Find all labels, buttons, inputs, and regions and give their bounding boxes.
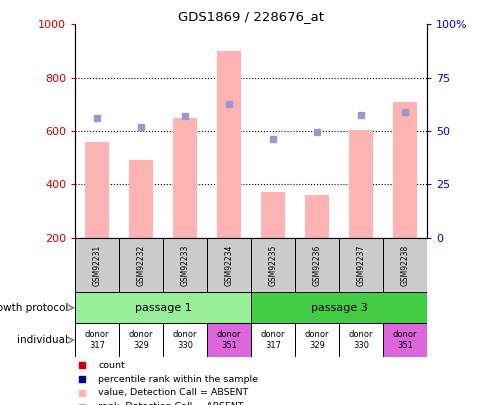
FancyBboxPatch shape [207, 323, 251, 357]
Text: GSM92233: GSM92233 [180, 244, 189, 286]
FancyBboxPatch shape [382, 323, 426, 357]
Text: count: count [98, 361, 124, 370]
FancyBboxPatch shape [251, 323, 294, 357]
Bar [304, 195, 328, 238]
Text: donor
330: donor 330 [172, 330, 197, 350]
Text: donor
330: donor 330 [348, 330, 372, 350]
Text: donor
329: donor 329 [129, 330, 153, 350]
Bar [129, 160, 153, 238]
FancyBboxPatch shape [163, 238, 207, 292]
Bar [173, 117, 197, 238]
Text: GSM92234: GSM92234 [224, 244, 233, 286]
Text: GSM92236: GSM92236 [312, 244, 321, 286]
FancyBboxPatch shape [119, 323, 163, 357]
Title: GDS1869 / 228676_at: GDS1869 / 228676_at [178, 10, 323, 23]
Text: donor
317: donor 317 [260, 330, 285, 350]
FancyBboxPatch shape [382, 238, 426, 292]
FancyBboxPatch shape [75, 292, 251, 323]
Text: GSM92232: GSM92232 [136, 245, 145, 286]
FancyBboxPatch shape [294, 238, 338, 292]
FancyBboxPatch shape [338, 323, 382, 357]
FancyBboxPatch shape [207, 238, 251, 292]
Text: individual: individual [17, 335, 68, 345]
FancyBboxPatch shape [338, 238, 382, 292]
Bar [260, 192, 285, 238]
Text: growth protocol: growth protocol [0, 303, 68, 313]
Text: donor
351: donor 351 [392, 330, 416, 350]
FancyBboxPatch shape [251, 292, 426, 323]
FancyBboxPatch shape [294, 323, 338, 357]
Text: GSM92235: GSM92235 [268, 244, 277, 286]
Text: donor
317: donor 317 [85, 330, 109, 350]
Text: GSM92237: GSM92237 [356, 244, 364, 286]
FancyBboxPatch shape [119, 238, 163, 292]
FancyBboxPatch shape [75, 323, 119, 357]
Text: GSM92231: GSM92231 [92, 245, 102, 286]
FancyBboxPatch shape [251, 238, 294, 292]
Text: GSM92238: GSM92238 [399, 245, 408, 286]
FancyBboxPatch shape [75, 238, 119, 292]
Text: rank, Detection Call = ABSENT: rank, Detection Call = ABSENT [98, 402, 243, 405]
Text: percentile rank within the sample: percentile rank within the sample [98, 375, 257, 384]
Text: passage 3: passage 3 [310, 303, 366, 313]
FancyBboxPatch shape [163, 323, 207, 357]
Bar [85, 142, 109, 238]
Bar [392, 102, 416, 238]
Bar [348, 130, 372, 238]
Text: donor
329: donor 329 [304, 330, 329, 350]
Text: value, Detection Call = ABSENT: value, Detection Call = ABSENT [98, 388, 248, 397]
Bar [216, 51, 241, 238]
Text: passage 1: passage 1 [135, 303, 191, 313]
Text: donor
351: donor 351 [216, 330, 241, 350]
